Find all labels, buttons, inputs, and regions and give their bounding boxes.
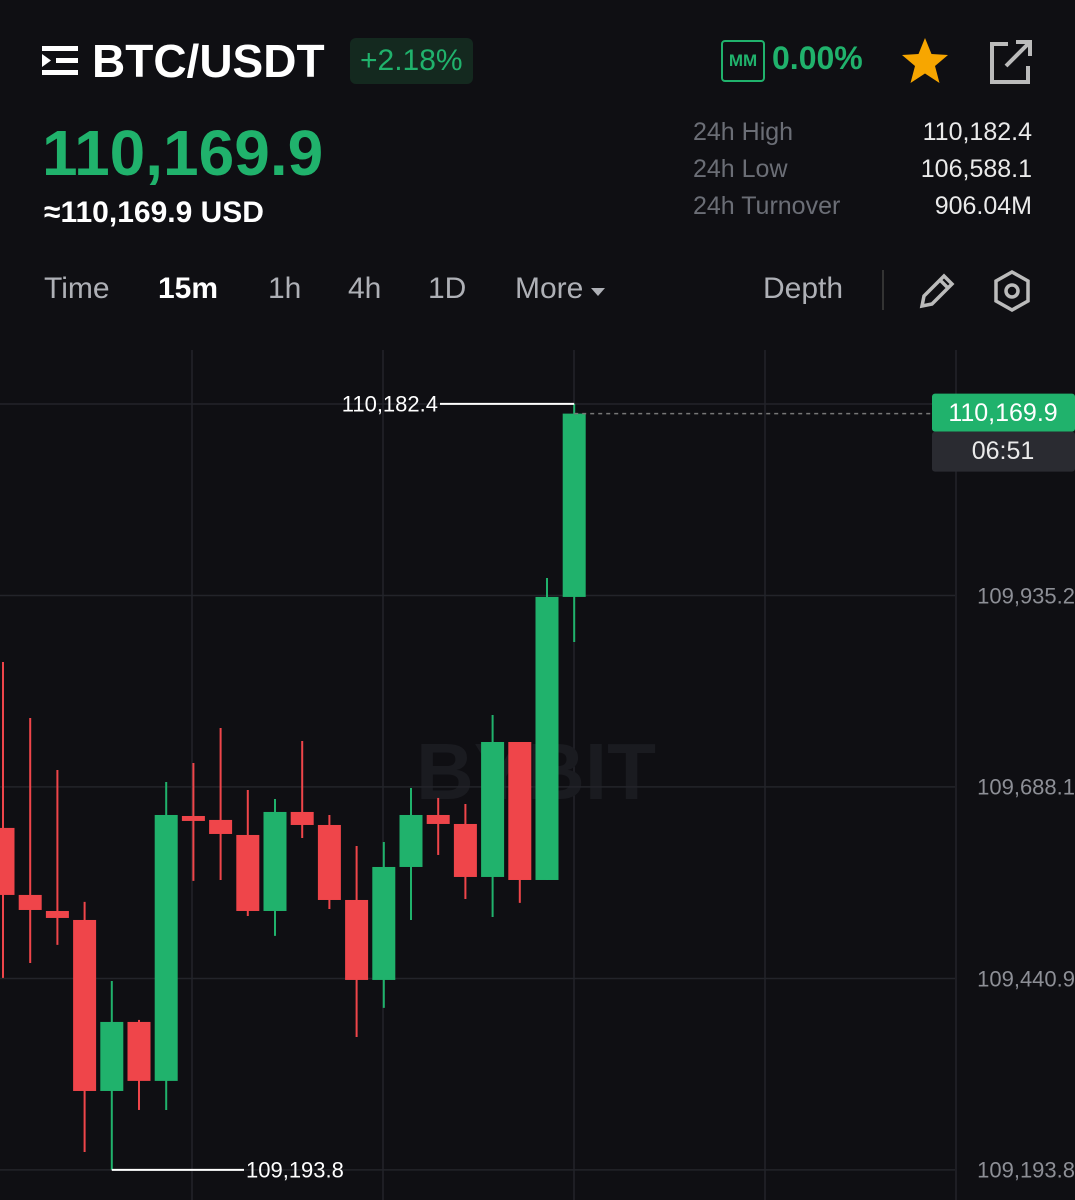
countdown: 06:51: [972, 437, 1035, 465]
mm-icon: MM: [721, 40, 765, 82]
candle-body: [399, 814, 423, 867]
stat-value: 110,182.4: [922, 118, 1032, 146]
candle-body: [236, 834, 260, 911]
y-tick-label: 109,688.1: [977, 775, 1075, 800]
low-marker-label: 109,193.8: [246, 1158, 344, 1183]
candle: [453, 803, 477, 899]
high-marker-label: 110,182.4: [342, 392, 438, 417]
candle-body: [481, 741, 505, 877]
candle: [317, 814, 341, 909]
candle-body: [127, 1021, 151, 1081]
candle: [290, 740, 314, 838]
y-tick-label: 109,935.2: [977, 583, 1075, 608]
candle: [562, 403, 586, 642]
usd-price: ≈110,169.9 USD: [44, 196, 264, 229]
candle: [18, 717, 42, 963]
last-price: 110,169.9: [42, 117, 324, 189]
candle: [127, 1019, 151, 1110]
mm-rate: 0.00%: [772, 40, 863, 76]
candle-body: [18, 894, 42, 910]
divider: [882, 270, 884, 310]
candle-body: [426, 814, 450, 824]
candle-body: [100, 1021, 124, 1091]
candle-body: [154, 814, 178, 1081]
stat-label: 24h High: [693, 118, 794, 146]
depth-tab[interactable]: Depth: [763, 272, 844, 305]
candle-body: [290, 811, 314, 825]
candle: [372, 841, 396, 1008]
candle-body: [181, 815, 205, 821]
candle-body: [45, 910, 69, 918]
candle: [263, 798, 287, 936]
timeframe-tab[interactable]: 1D: [428, 272, 467, 305]
settings-icon[interactable]: [990, 268, 1034, 314]
dropdown-caret: [591, 288, 606, 296]
timeframe-tab[interactable]: More: [515, 272, 607, 306]
last-price-label: 110,169.9: [948, 399, 1057, 427]
candle: [100, 980, 124, 1170]
menu-icon[interactable]: [42, 44, 82, 78]
candle: [73, 901, 97, 1152]
symbol[interactable]: BTC/USDT: [92, 35, 325, 87]
candle: [535, 577, 559, 880]
stat-value: 906.04M: [934, 192, 1032, 220]
favorite-star[interactable]: [898, 36, 952, 86]
change-badge: +2.18%: [350, 38, 473, 84]
candle: [209, 727, 233, 880]
draw-icon[interactable]: [914, 268, 958, 314]
stat-value: 106,588.1: [920, 155, 1032, 183]
candle-body: [317, 824, 341, 900]
candle: [0, 661, 15, 978]
candle: [508, 741, 532, 903]
candle: [236, 789, 260, 916]
candle-body: [73, 919, 97, 1091]
timeframe-tab[interactable]: Time: [44, 272, 110, 305]
candle-body: [372, 866, 396, 980]
candle-body: [453, 823, 477, 877]
last-price-tag: [932, 393, 1075, 432]
candle-body: [535, 596, 559, 880]
candle: [181, 762, 205, 881]
candle: [45, 769, 69, 945]
stat-label: 24h Turnover: [693, 192, 841, 220]
candle-body: [263, 811, 287, 911]
y-tick-label: 109,440.9: [977, 966, 1075, 991]
share-icon[interactable]: [986, 38, 1036, 88]
y-tick-label: 109,193.8: [977, 1158, 1075, 1183]
countdown-tag: [932, 431, 1075, 472]
candle-body: [345, 899, 369, 980]
timeframe-tab[interactable]: 15m: [158, 272, 219, 305]
timeframe-tab[interactable]: 4h: [348, 272, 382, 305]
candle: [154, 781, 178, 1110]
candle-body: [0, 827, 15, 895]
candle: [399, 787, 423, 920]
candle-body: [508, 741, 532, 880]
stat-label: 24h Low: [693, 155, 788, 183]
candle-body: [209, 819, 233, 834]
timeframe-tab[interactable]: 1h: [268, 272, 302, 305]
candle: [481, 714, 505, 917]
candle: [426, 797, 450, 855]
candle: [345, 845, 369, 1037]
candle-body: [562, 413, 586, 597]
